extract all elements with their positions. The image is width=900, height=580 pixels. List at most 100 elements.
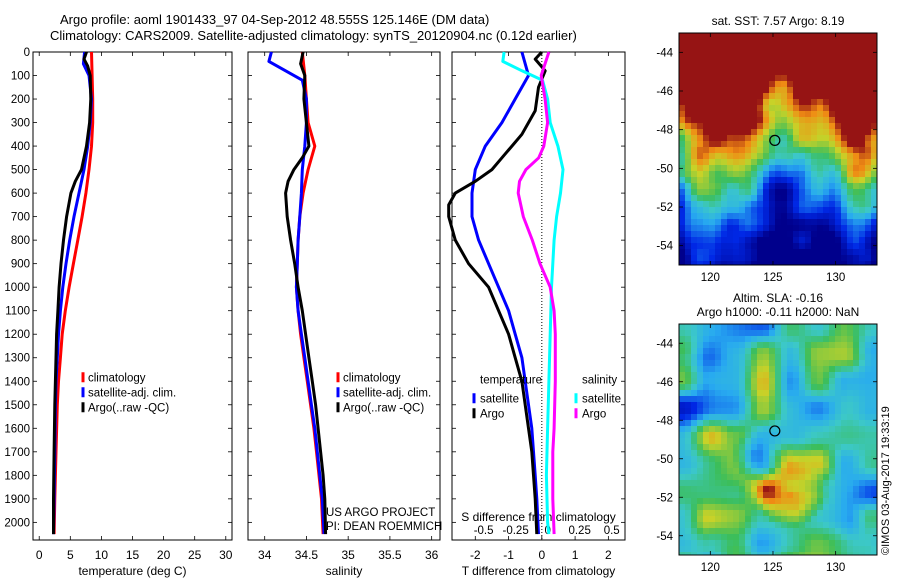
map-cell bbox=[793, 432, 799, 438]
map-cell bbox=[805, 408, 811, 414]
map-cell bbox=[697, 408, 703, 414]
map-cell bbox=[769, 348, 775, 354]
map-cell bbox=[847, 93, 853, 99]
x-tick-label: 2 bbox=[605, 548, 612, 562]
map-cell bbox=[769, 261, 775, 265]
map-cell bbox=[685, 522, 691, 528]
map-cell bbox=[811, 330, 817, 336]
map-cell bbox=[805, 366, 811, 372]
map-cell bbox=[865, 474, 871, 480]
map-cell bbox=[769, 480, 775, 486]
map-cell bbox=[835, 354, 841, 360]
map-cell bbox=[679, 450, 685, 456]
map-cell bbox=[751, 153, 757, 159]
map-cell bbox=[769, 147, 775, 153]
map-cell bbox=[709, 372, 715, 378]
map-cell bbox=[769, 243, 775, 249]
map-cell bbox=[739, 462, 745, 468]
map-cell bbox=[703, 534, 709, 540]
map-cell bbox=[817, 177, 823, 183]
map-cell bbox=[721, 201, 727, 207]
map-cell bbox=[745, 540, 751, 546]
map-cell bbox=[805, 159, 811, 165]
map-cell bbox=[679, 342, 685, 348]
map-cell bbox=[757, 396, 763, 402]
map-cell bbox=[811, 117, 817, 123]
map-cell bbox=[727, 255, 733, 261]
map-cell bbox=[859, 135, 865, 141]
map-cell bbox=[805, 261, 811, 265]
map-cell bbox=[769, 426, 775, 432]
map-cell bbox=[733, 462, 739, 468]
map-cell bbox=[811, 450, 817, 456]
map-cell bbox=[763, 207, 769, 213]
map-cell bbox=[745, 117, 751, 123]
map-cell bbox=[829, 444, 835, 450]
map-cell bbox=[763, 243, 769, 249]
map-cell bbox=[733, 45, 739, 51]
map-cell bbox=[757, 225, 763, 231]
map-cell bbox=[841, 219, 847, 225]
map-cell bbox=[757, 366, 763, 372]
map-cell bbox=[703, 408, 709, 414]
map-cell bbox=[751, 165, 757, 171]
map-cell bbox=[835, 69, 841, 75]
map-cell bbox=[871, 159, 877, 165]
map-cell bbox=[871, 540, 877, 546]
map-cell bbox=[691, 111, 697, 117]
map-cell bbox=[835, 123, 841, 129]
map-cell bbox=[787, 183, 793, 189]
map-cell bbox=[709, 201, 715, 207]
map-cell bbox=[841, 63, 847, 69]
map-cell bbox=[835, 522, 841, 528]
map-cell bbox=[691, 135, 697, 141]
map-cell bbox=[829, 384, 835, 390]
y-tick-label: 1500 bbox=[4, 400, 30, 412]
map-cell bbox=[847, 237, 853, 243]
map-cell bbox=[793, 462, 799, 468]
map-cell bbox=[745, 408, 751, 414]
map-cell bbox=[709, 360, 715, 366]
map-cell bbox=[727, 336, 733, 342]
map-cell bbox=[679, 201, 685, 207]
map-cell bbox=[679, 45, 685, 51]
map-cell bbox=[835, 171, 841, 177]
map-cell bbox=[817, 81, 823, 87]
map-cell bbox=[829, 261, 835, 265]
map-cell bbox=[847, 51, 853, 57]
map-cell bbox=[745, 111, 751, 117]
map-cell bbox=[829, 354, 835, 360]
map-cell bbox=[799, 360, 805, 366]
map-cell bbox=[763, 105, 769, 111]
map-cell bbox=[751, 504, 757, 510]
map-cell bbox=[769, 474, 775, 480]
map-cell bbox=[865, 450, 871, 456]
map-cell bbox=[751, 87, 757, 93]
map-cell bbox=[739, 153, 745, 159]
map-cell bbox=[727, 165, 733, 171]
map-cell bbox=[715, 420, 721, 426]
map-cell bbox=[775, 201, 781, 207]
map-cell bbox=[841, 366, 847, 372]
map-cell bbox=[757, 480, 763, 486]
series-line-argo-raw-qc- bbox=[284, 51, 328, 535]
map-cell bbox=[697, 141, 703, 147]
map-cell bbox=[751, 225, 757, 231]
map-cell bbox=[769, 534, 775, 540]
map-cell bbox=[799, 504, 805, 510]
map-cell bbox=[865, 183, 871, 189]
map-cell bbox=[733, 360, 739, 366]
map-cell bbox=[769, 105, 775, 111]
map-cell bbox=[853, 504, 859, 510]
map-cell bbox=[865, 396, 871, 402]
map-cell bbox=[703, 432, 709, 438]
map-cell bbox=[769, 207, 775, 213]
map-cell bbox=[739, 402, 745, 408]
map-cell bbox=[853, 408, 859, 414]
map-cell bbox=[823, 384, 829, 390]
map-cell bbox=[679, 231, 685, 237]
map-cell bbox=[685, 261, 691, 265]
map-cell bbox=[781, 147, 787, 153]
map-cell bbox=[739, 63, 745, 69]
